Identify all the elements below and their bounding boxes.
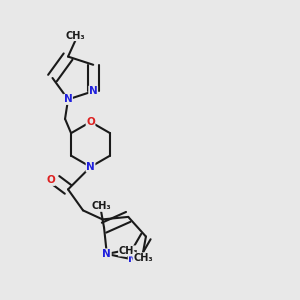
Text: CH₃: CH₃ bbox=[66, 31, 86, 40]
Text: CH₃: CH₃ bbox=[91, 201, 111, 211]
Text: CH₃: CH₃ bbox=[133, 253, 153, 263]
Text: O: O bbox=[86, 117, 95, 127]
Text: N: N bbox=[103, 249, 111, 259]
Text: N: N bbox=[128, 254, 137, 265]
Text: N: N bbox=[64, 94, 72, 104]
Text: N: N bbox=[89, 86, 98, 96]
Text: N: N bbox=[86, 162, 95, 172]
Text: CH₃: CH₃ bbox=[118, 246, 138, 256]
Text: O: O bbox=[46, 176, 55, 185]
